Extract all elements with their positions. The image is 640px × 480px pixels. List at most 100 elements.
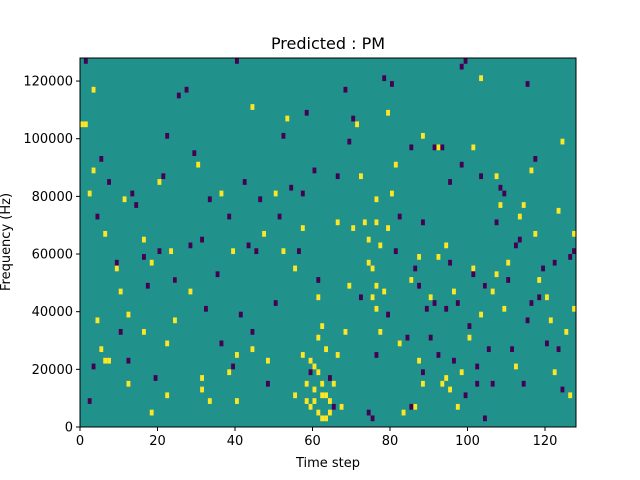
high-cell-21: [165, 392, 170, 399]
low-cell-34: [254, 248, 259, 255]
low-cell-73: [452, 357, 456, 364]
low-cell-36: [266, 380, 270, 387]
low-cell-109: [483, 282, 487, 289]
high-cell-108: [533, 230, 538, 237]
high-cell-26: [196, 161, 201, 168]
high-cell-123: [471, 144, 476, 151]
high-cell-85: [413, 403, 418, 410]
high-cell-86: [417, 254, 421, 260]
high-cell-104: [506, 259, 511, 266]
high-cell-55: [320, 323, 325, 329]
low-cell-74: [455, 300, 460, 306]
high-cell-46: [324, 392, 328, 399]
low-cell-61: [405, 334, 410, 341]
high-cell-72: [374, 282, 379, 289]
high-cell-16: [142, 328, 146, 335]
low-cell-77: [467, 323, 472, 329]
low-cell-53: [359, 294, 363, 301]
high-cell-128: [390, 190, 394, 197]
low-cell-31: [242, 179, 247, 185]
high-cell-52: [312, 398, 317, 404]
high-cell-90: [440, 380, 445, 387]
high-cell-113: [564, 328, 569, 335]
high-cell-34: [250, 104, 255, 110]
high-cell-125: [494, 173, 499, 180]
high-cell-1: [83, 121, 88, 128]
high-cell-38: [285, 115, 290, 122]
high-cell-126: [517, 213, 522, 220]
low-cell-59: [393, 248, 398, 255]
low-cell-51: [347, 138, 352, 145]
high-cell-102: [498, 202, 503, 208]
high-cell-109: [545, 294, 549, 301]
high-cell-94: [455, 403, 460, 410]
high-cell-114: [568, 392, 573, 399]
high-cell-25: [188, 288, 193, 295]
high-cell-80: [386, 109, 390, 116]
x-tick-label: 60: [304, 434, 321, 449]
high-cell-28: [200, 386, 204, 393]
low-cell-15: [161, 173, 166, 180]
low-cell-2: [91, 363, 96, 370]
y-tick-label: 40000: [32, 305, 73, 320]
high-cell-62: [335, 352, 340, 358]
high-cell-43: [312, 363, 317, 370]
x-tick-label: 80: [382, 434, 399, 449]
high-cell-18: [149, 409, 154, 416]
low-cell-27: [227, 213, 232, 220]
low-cell-42: [300, 190, 305, 197]
high-cell-35: [262, 230, 266, 237]
low-cell-7: [118, 328, 123, 335]
low-cell-93: [525, 317, 530, 324]
high-cell-132: [444, 242, 449, 249]
high-cell-97: [471, 265, 476, 272]
high-cell-91: [444, 375, 449, 381]
low-cell-40: [289, 184, 294, 191]
low-cell-107: [409, 144, 414, 151]
high-cell-134: [250, 346, 255, 353]
low-cell-39: [281, 132, 286, 139]
high-cell-100: [490, 288, 495, 295]
low-cell-56: [374, 352, 379, 358]
high-cell-64: [343, 328, 348, 335]
high-cell-96: [467, 334, 472, 341]
low-cell-66: [424, 305, 429, 312]
low-cell-54: [366, 409, 371, 416]
low-cell-35: [258, 196, 263, 203]
high-cell-101: [494, 271, 499, 278]
low-cell-69: [436, 352, 441, 358]
high-cell-70: [370, 265, 375, 272]
low-cell-67: [428, 334, 433, 341]
high-cell-121: [421, 132, 425, 139]
low-cell-20: [188, 242, 193, 249]
high-cell-2: [91, 86, 96, 93]
low-cell-108: [432, 300, 437, 306]
low-cell-22: [200, 236, 204, 243]
high-cell-45: [320, 380, 325, 387]
high-cell-81: [393, 161, 398, 168]
low-cell-1: [87, 398, 92, 404]
low-cell-84: [490, 380, 495, 387]
y-tick-label: 100000: [23, 132, 73, 147]
x-tick-label: 100: [455, 434, 480, 449]
low-cell-89: [510, 346, 514, 353]
high-cell-57: [316, 294, 321, 301]
high-cell-127: [537, 277, 542, 283]
low-cell-82: [483, 415, 487, 422]
low-cell-90: [514, 242, 518, 249]
high-cell-92: [448, 386, 452, 393]
high-cell-61: [331, 380, 336, 387]
high-cell-24: [173, 317, 177, 324]
high-cell-83: [401, 409, 406, 416]
high-cell-13: [126, 311, 131, 318]
high-cell-130: [347, 282, 352, 289]
y-tick-label: 80000: [32, 190, 73, 205]
low-cell-57: [382, 75, 387, 82]
low-cell-99: [552, 259, 557, 266]
high-cell-115: [572, 305, 576, 312]
y-axis-label: Frequency (Hz): [0, 193, 14, 291]
high-cell-63: [339, 403, 344, 410]
high-cell-76: [378, 242, 383, 249]
low-cell-47: [328, 375, 332, 381]
